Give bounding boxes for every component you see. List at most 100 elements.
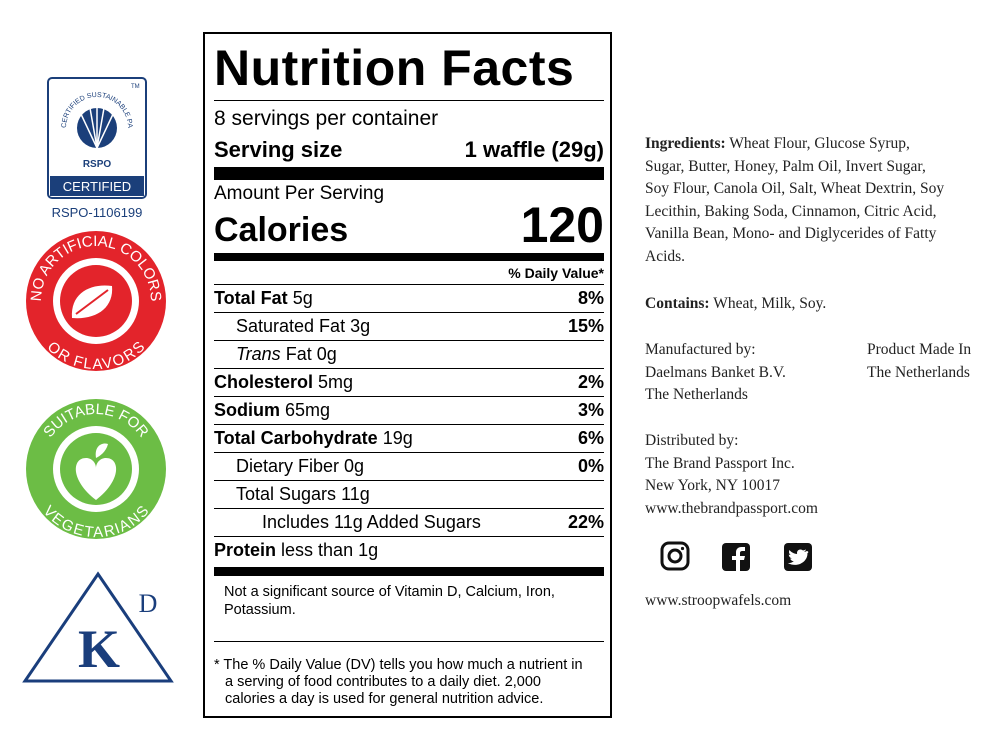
nutrient-amount: 3g bbox=[350, 316, 371, 336]
line: www.thebrandpassport.com bbox=[645, 499, 818, 517]
nutrient-label: Protein less than 1g bbox=[214, 540, 378, 560]
nutrient-name: Total Fat bbox=[214, 288, 288, 308]
rule bbox=[214, 452, 604, 453]
nutrient-row: Total Carbohydrate 19g 6% bbox=[214, 424, 604, 452]
nutrient-row: Trans Fat 0g bbox=[214, 340, 604, 368]
nutrient-name: Total Carbohydrate bbox=[214, 428, 378, 448]
nutrient-row: Protein less than 1g bbox=[214, 536, 604, 564]
kosher-badge: K D bbox=[22, 571, 174, 683]
ingredients-label: Ingredients: bbox=[645, 135, 726, 152]
line: The Netherlands bbox=[867, 363, 970, 381]
ingredients-text: Wheat Flour, Glucose Syrup, Sugar, Butte… bbox=[645, 135, 945, 265]
rspo-badge: CERTIFIED SUSTAINABLE PALM OIL TM RSPO C… bbox=[0, 0, 147, 199]
nutrient-name: Dietary Fiber bbox=[236, 456, 340, 476]
line: Manufactured by: bbox=[645, 341, 756, 358]
no-artificial-badge: NO ARTIFICIAL COLORS OR FLAVORS bbox=[26, 231, 166, 373]
nutrient-row: Total Sugars 11g bbox=[214, 480, 604, 508]
nutrient-dv: 15% bbox=[567, 316, 604, 336]
nutrient-dv: 6% bbox=[577, 428, 604, 448]
calories-value: 120 bbox=[520, 197, 604, 253]
nutrient-row: Sodium 65mg 3% bbox=[214, 396, 604, 424]
line: The Netherlands bbox=[645, 386, 748, 404]
distributor: Distributed by: The Brand Passport Inc. Ne… bbox=[645, 430, 818, 520]
nutrient-name: Protein bbox=[214, 540, 277, 560]
kosher-letter: K bbox=[78, 619, 120, 679]
rspo-tm: TM bbox=[131, 84, 140, 90]
nutrient-dv: 2% bbox=[577, 372, 604, 392]
nutrient-name: Total Sugars bbox=[236, 484, 337, 504]
rule bbox=[214, 284, 604, 285]
nutrient-name: Sodium bbox=[214, 400, 280, 420]
nutrient-name: Cholesterol bbox=[214, 372, 314, 392]
badges: CERTIFIED SUSTAINABLE PALM OIL TM RSPO C… bbox=[0, 0, 174, 683]
twitter-icon[interactable] bbox=[784, 543, 812, 571]
instagram-icon[interactable] bbox=[660, 541, 690, 571]
nutrient-dv: 8% bbox=[577, 288, 604, 308]
nutrient-name: Saturated Fat bbox=[236, 316, 346, 336]
rule bbox=[214, 536, 604, 537]
dv-header: % Daily Value* bbox=[508, 265, 604, 281]
nutrient-label: Total Carbohydrate 19g bbox=[214, 428, 413, 448]
rule bbox=[214, 368, 604, 369]
nutrient-row: Cholesterol 5mg 2% bbox=[214, 368, 604, 396]
contains: Contains: Wheat, Milk, Soy. bbox=[645, 293, 950, 316]
nutrient-row: Total Fat 5g 8% bbox=[214, 284, 604, 312]
nutrient-amount: 0g bbox=[344, 456, 365, 476]
rule bbox=[214, 424, 604, 425]
nutrient-dv: 22% bbox=[567, 512, 604, 532]
rspo-code: RSPO-1106199 bbox=[52, 205, 143, 220]
rule bbox=[214, 340, 604, 341]
line: Distributed by: bbox=[645, 432, 739, 449]
nutrient-amount: 11g bbox=[341, 484, 370, 504]
ingredients: Ingredients: Wheat Flour, Glucose Syrup,… bbox=[645, 133, 950, 269]
facebook-icon[interactable] bbox=[722, 543, 750, 571]
nutrient-label: Includes 11g Added Sugars bbox=[262, 512, 481, 532]
origin: Product Made In The Netherlands bbox=[867, 339, 971, 384]
nutrient-row: Saturated Fat 3g 15% bbox=[214, 312, 604, 340]
nutrient-amount: 5mg bbox=[318, 372, 354, 392]
nutrient-label: Sodium 65mg bbox=[214, 400, 330, 420]
nutrient-label: Trans Fat 0g bbox=[236, 344, 337, 364]
nutrition-panel: Nutrition Facts 8 servings per container… bbox=[203, 32, 612, 718]
rule bbox=[214, 312, 604, 313]
nutrient-amount: less than 1g bbox=[281, 540, 379, 560]
servings: 8 servings per container bbox=[214, 107, 439, 130]
website: www.stroopwafels.com bbox=[645, 592, 792, 609]
nutrient-name: Fat bbox=[285, 344, 312, 364]
nutrient-label: Cholesterol 5mg bbox=[214, 372, 353, 392]
nutrient-row: Includes 11g Added Sugars 22% bbox=[214, 508, 604, 536]
nutrient-label: Saturated Fat 3g bbox=[236, 316, 370, 336]
serving-size: Serving size 1 waffle (29g) bbox=[214, 136, 604, 164]
nutrient-label: Dietary Fiber 0g bbox=[236, 456, 364, 476]
nutrition-title: Nutrition Facts bbox=[214, 40, 575, 96]
vegetarian-badge: SUITABLE FOR VEGETARIANS bbox=[26, 399, 166, 542]
nutrient-prefix: Trans bbox=[236, 344, 281, 364]
serving-size-label: Serving size bbox=[214, 137, 343, 162]
line: The Brand Passport Inc. bbox=[645, 454, 795, 472]
kosher-mark: D bbox=[139, 589, 158, 618]
calories-label: Calories bbox=[214, 211, 349, 249]
line: Product Made In bbox=[867, 341, 972, 358]
manufacturer: Manufactured by: Daelmans Banket B.V. The … bbox=[645, 339, 786, 407]
nutrient-label: Total Fat 5g bbox=[214, 288, 313, 308]
social-icons bbox=[660, 541, 812, 571]
nutrient-row: Dietary Fiber 0g 0% bbox=[214, 452, 604, 480]
nutrient-dv: 3% bbox=[577, 400, 604, 420]
vitamins-note: Not a significant source of Vitamin D, C… bbox=[224, 584, 555, 618]
nutrient-amount: 19g bbox=[382, 428, 413, 448]
rspo-status: CERTIFIED bbox=[63, 179, 131, 194]
calories-row: Calories 120 bbox=[214, 197, 604, 253]
contains-label: Contains: bbox=[645, 295, 710, 312]
rule bbox=[214, 508, 604, 509]
rule bbox=[214, 480, 604, 481]
rspo-brand: RSPO bbox=[83, 159, 112, 170]
nutrient-amount: 0g bbox=[316, 344, 337, 364]
rule bbox=[214, 396, 604, 397]
nutrient-dv: 0% bbox=[577, 456, 604, 476]
nutrient-name: Includes 11g Added Sugars bbox=[262, 512, 481, 532]
nutrient-label: Total Sugars 11g bbox=[236, 484, 370, 504]
amount-per-serving: Amount Per Serving bbox=[214, 183, 385, 204]
contains-text: Wheat, Milk, Soy. bbox=[713, 295, 827, 312]
nutrient-amount: 65mg bbox=[285, 400, 331, 420]
